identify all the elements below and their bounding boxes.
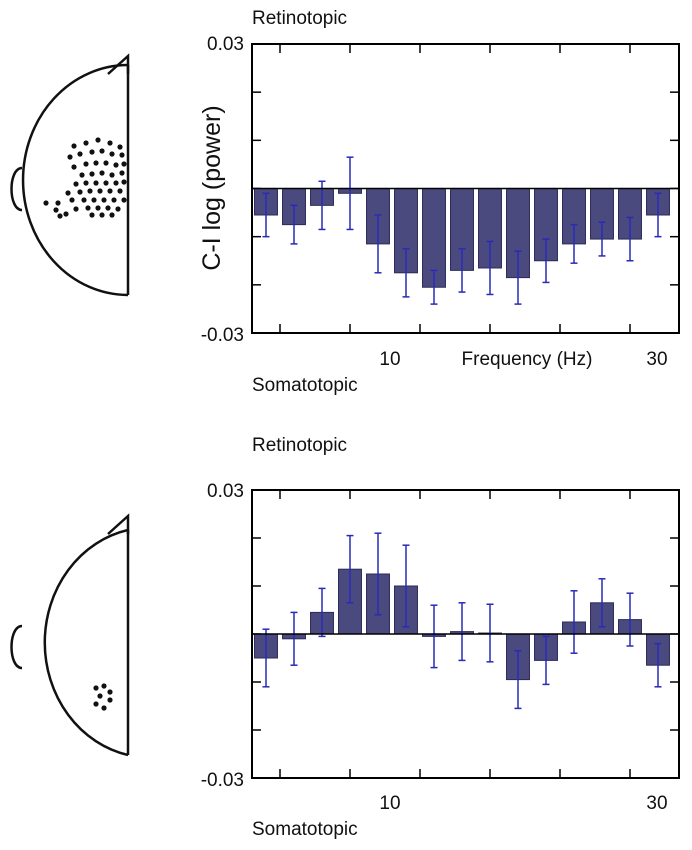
electrode-dot bbox=[99, 170, 105, 176]
electrode-dot bbox=[81, 197, 87, 203]
electrode-dot bbox=[77, 189, 83, 195]
electrode-dot bbox=[103, 160, 109, 166]
electrode-dot bbox=[57, 213, 63, 219]
chart2-bottom-label: Somatotopic bbox=[252, 819, 358, 840]
electrode-dot bbox=[83, 180, 89, 186]
electrode-dot bbox=[103, 180, 109, 186]
electrode-dot bbox=[109, 151, 115, 157]
chart1-bars bbox=[252, 156, 679, 305]
electrode-dot bbox=[101, 705, 107, 711]
electrode-dot bbox=[117, 188, 123, 194]
chart2-ytick-min: -0.03 bbox=[201, 770, 244, 791]
electrode-dot bbox=[97, 188, 103, 194]
electrode-dot bbox=[71, 143, 77, 149]
electrode-dot bbox=[89, 212, 95, 218]
chart2-top-label: Retinotopic bbox=[252, 435, 347, 456]
head-outline-top bbox=[21, 63, 129, 297]
electrode-cluster-bottom bbox=[93, 683, 113, 711]
chart2-xtick-10: 10 bbox=[379, 793, 400, 814]
head-outline-bottom bbox=[43, 528, 129, 757]
electrode-dot bbox=[79, 172, 85, 178]
electrode-dot bbox=[67, 154, 73, 160]
ear-icon-top bbox=[10, 166, 23, 212]
electrode-dot bbox=[115, 206, 121, 212]
electrode-dot bbox=[95, 137, 101, 143]
electrode-dot bbox=[121, 179, 127, 185]
electrode-dot bbox=[121, 161, 127, 167]
electrode-dot bbox=[119, 152, 125, 158]
electrode-dot bbox=[93, 180, 99, 186]
electrode-dot bbox=[93, 685, 99, 691]
electrode-dot bbox=[77, 151, 83, 157]
electrode-dot bbox=[85, 205, 91, 211]
electrode-dot bbox=[93, 701, 99, 707]
electrode-dot bbox=[69, 197, 75, 203]
electrode-dot bbox=[65, 190, 71, 196]
electrode-dot bbox=[97, 693, 103, 699]
chart1-xtick-30: 30 bbox=[646, 349, 667, 370]
chart2-xtick-30: 30 bbox=[646, 793, 667, 814]
electrode-dot bbox=[113, 180, 119, 186]
electrode-dot bbox=[89, 171, 95, 177]
electrode-dot bbox=[109, 172, 115, 178]
head-diagram-top bbox=[10, 53, 130, 297]
chart1-ytick-max: 0.03 bbox=[207, 34, 244, 55]
electrode-dot bbox=[121, 197, 127, 203]
electrode-dot bbox=[111, 197, 117, 203]
electrode-dot bbox=[119, 170, 125, 176]
chart2-ytick-max: 0.03 bbox=[207, 481, 244, 502]
electrode-dot bbox=[83, 161, 89, 167]
electrode-dot bbox=[107, 140, 113, 146]
electrode-dot bbox=[107, 689, 113, 695]
nose-icon-top bbox=[107, 53, 130, 75]
head-diagram-bottom bbox=[10, 513, 130, 757]
electrode-dot bbox=[93, 160, 99, 166]
electrode-dot bbox=[107, 188, 113, 194]
electrode-dot bbox=[95, 205, 101, 211]
nose-icon-bottom bbox=[107, 513, 130, 535]
electrode-dot bbox=[53, 207, 59, 213]
electrode-dot bbox=[91, 197, 97, 203]
electrode-dot bbox=[101, 683, 107, 689]
electrode-dot bbox=[101, 197, 107, 203]
electrode-dot bbox=[63, 211, 69, 217]
electrode-dot bbox=[99, 212, 105, 218]
electrode-dot bbox=[117, 144, 123, 150]
electrode-cluster-top bbox=[43, 137, 127, 219]
ear-icon-bottom bbox=[10, 624, 23, 670]
electrode-dot bbox=[105, 205, 111, 211]
electrode-dot bbox=[99, 148, 105, 154]
y-axis-label: C-I log (power) bbox=[198, 105, 226, 270]
electrode-dot bbox=[73, 206, 79, 212]
electrode-dot bbox=[43, 200, 49, 206]
electrode-dot bbox=[87, 188, 93, 194]
chart1-xtick-10: 10 bbox=[379, 349, 400, 370]
electrode-dot bbox=[107, 697, 113, 703]
electrode-dot bbox=[71, 164, 77, 170]
chart1-bottom-label: Somatotopic bbox=[252, 375, 358, 396]
chart1-top-label: Retinotopic bbox=[252, 8, 347, 29]
electrode-dot bbox=[83, 140, 89, 146]
electrode-dot bbox=[73, 181, 79, 187]
electrode-dot bbox=[109, 212, 115, 218]
chart1-ytick-min: -0.03 bbox=[201, 325, 244, 346]
chart2-bars bbox=[252, 532, 679, 710]
electrode-dot bbox=[55, 200, 61, 206]
x-axis-label: Frequency (Hz) bbox=[462, 349, 593, 370]
electrode-dot bbox=[113, 162, 119, 168]
electrode-dot bbox=[89, 149, 95, 155]
